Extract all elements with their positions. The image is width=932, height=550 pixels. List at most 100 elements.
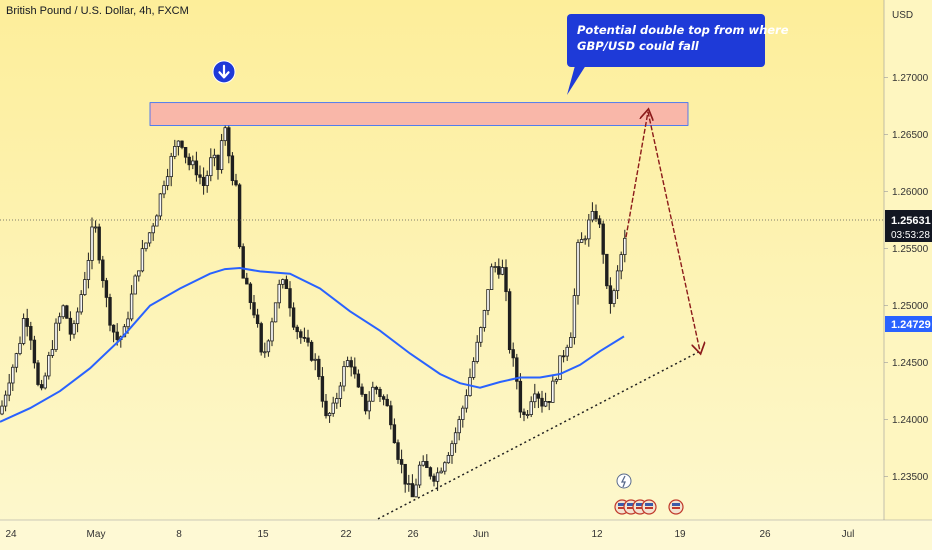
candle-body <box>540 397 544 407</box>
candle-body <box>93 226 98 229</box>
candle-body <box>500 267 505 275</box>
candle-body <box>241 246 245 279</box>
candle-body <box>137 270 141 277</box>
flag-stripe-icon <box>618 507 626 509</box>
y-tick-label: 1.25000 <box>892 301 929 312</box>
annotation-line-2: GBP/USD could fall <box>577 39 699 53</box>
flag-stripe-icon <box>672 503 680 506</box>
candle-body <box>255 314 260 325</box>
candle-body <box>443 462 447 472</box>
candle-body <box>302 336 307 339</box>
candle-body <box>475 341 479 362</box>
candle-body <box>198 174 202 178</box>
x-tick-label: 8 <box>176 529 182 540</box>
candle-body <box>11 366 15 384</box>
candle-body <box>234 180 238 186</box>
projection-up-arrow <box>625 112 648 238</box>
flag-stripe-icon <box>645 507 653 509</box>
candle-body <box>533 393 537 403</box>
candle-body <box>525 414 530 416</box>
candle-body <box>216 154 220 170</box>
flag-stripe-icon <box>627 503 635 506</box>
countdown-label: 03:53:28 <box>891 230 930 241</box>
candle-body <box>3 394 8 407</box>
y-axis-background <box>884 0 932 520</box>
candle-body <box>0 405 4 415</box>
candle-body <box>374 386 379 390</box>
candle-body <box>252 302 256 316</box>
candle-body <box>299 331 303 338</box>
ma-value-label-bg <box>885 316 932 332</box>
x-tick-label: Jun <box>473 529 489 540</box>
candle-body <box>169 155 173 178</box>
flag-stripe-icon <box>636 507 644 509</box>
candle-body <box>50 349 55 356</box>
candle-body <box>410 483 415 498</box>
candle-body <box>345 360 350 367</box>
candle-body <box>320 376 325 402</box>
y-tick-label: 1.27000 <box>892 73 929 84</box>
candle-body <box>54 322 58 350</box>
candle-body <box>425 461 429 469</box>
candle-body <box>309 341 314 361</box>
candle-body <box>14 353 19 368</box>
candle-body <box>572 295 577 338</box>
candle-body <box>147 232 152 244</box>
candle-body <box>144 242 148 250</box>
lightning-glyph <box>620 475 626 488</box>
y-tick-label: 1.26500 <box>892 130 929 141</box>
candle-body <box>342 366 346 387</box>
candle-body <box>101 259 105 282</box>
current-price-label: 1.25631 <box>891 215 931 227</box>
candle-body <box>245 277 249 285</box>
candle-body <box>90 226 94 261</box>
candle-body <box>288 288 292 309</box>
candle-body <box>277 283 281 304</box>
candle-body <box>270 321 274 342</box>
x-tick-label: May <box>87 529 106 540</box>
candle-body <box>360 386 364 395</box>
candle-body <box>353 366 357 375</box>
candle-body <box>212 154 217 159</box>
candle-body <box>507 291 512 351</box>
candle-body <box>97 226 101 261</box>
candle-body <box>284 279 289 289</box>
x-axis-background <box>0 520 932 550</box>
moving-average-line <box>0 266 625 423</box>
candle-body <box>421 461 425 466</box>
candle-body <box>486 289 490 311</box>
candle-body <box>608 285 613 304</box>
candle-body <box>273 302 278 323</box>
candle-body <box>219 140 224 170</box>
candle-body <box>227 127 231 157</box>
candle-body <box>173 146 177 157</box>
y-tick-labels: 1.23500 1.24000 1.24500 1.25000 1.25500 1.260… <box>884 73 929 483</box>
annotation-pointer <box>567 62 588 95</box>
candle-body <box>479 327 483 343</box>
candle-body <box>201 176 206 186</box>
candle-body <box>371 386 375 402</box>
candle-body <box>522 411 526 416</box>
candle-body <box>176 140 181 147</box>
x-tick-label: 22 <box>340 529 352 540</box>
candle-body <box>259 323 263 353</box>
candles <box>0 118 627 498</box>
candle-body <box>140 248 145 272</box>
candle-body <box>493 266 497 268</box>
down-arrow-glyph <box>218 64 230 79</box>
candle-body <box>32 339 37 364</box>
candle-body <box>543 400 548 407</box>
resistance-zone-layer <box>149 102 689 126</box>
x-tick-label: 12 <box>591 529 603 540</box>
candle-body <box>335 398 339 404</box>
candle-body <box>385 398 389 407</box>
candle-body <box>83 279 87 295</box>
candle-body <box>122 326 127 338</box>
x-axis: 24 May 8 15 22 26 Jun 12 19 26 Jul <box>0 519 932 550</box>
x-tick-label: 24 <box>5 529 17 540</box>
candle-body <box>133 275 137 295</box>
candle-body <box>579 239 584 243</box>
candle-body <box>338 385 343 399</box>
y-tick-label: 1.24000 <box>892 415 929 426</box>
